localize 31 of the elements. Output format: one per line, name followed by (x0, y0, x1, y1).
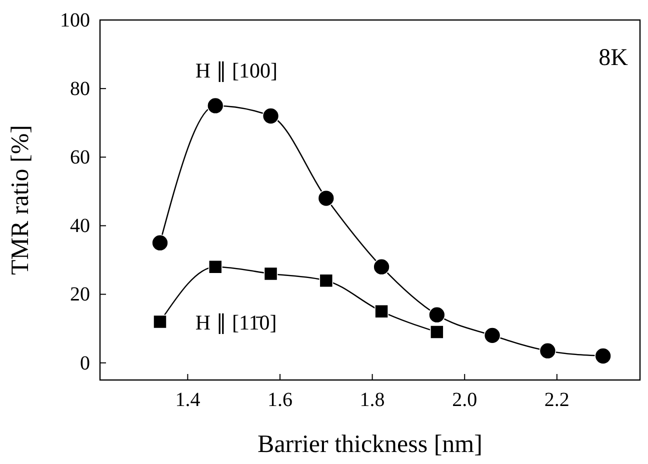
point (262, 108, 280, 124)
y-axis-title: TMR ratio [%] (7, 125, 34, 275)
y-tick-label: 100 (60, 9, 90, 32)
x-tick-label: 1.8 (360, 389, 385, 412)
point (373, 258, 390, 276)
point (264, 266, 278, 281)
point (594, 348, 612, 364)
point (207, 97, 224, 114)
x-tick-label: 1.4 (175, 389, 200, 412)
annotation: 8K (598, 45, 629, 71)
series-label: H ∥ [100] (195, 58, 278, 83)
x-tick-label: 2.2 (544, 389, 570, 412)
point (374, 304, 388, 318)
x-tick-label: 2.0 (452, 389, 478, 412)
point (208, 260, 222, 274)
y-tick-label: 60 (70, 146, 90, 169)
point (318, 190, 335, 207)
y-tick-label: 80 (70, 78, 90, 100)
point (484, 327, 501, 344)
point (539, 342, 556, 360)
y-tick-label: 0 (80, 352, 90, 374)
x-tick-label: 1.6 (268, 389, 292, 412)
point (152, 234, 168, 252)
y-tick-label: 40 (70, 215, 90, 238)
series-label: H ∥ [11̄0] (195, 310, 277, 335)
point (153, 314, 167, 329)
x-axis-title: Barrier thickness [nm] (258, 431, 482, 458)
point (428, 306, 446, 324)
point (430, 325, 444, 339)
y-tick-label: 20 (70, 284, 90, 306)
point (319, 274, 334, 288)
